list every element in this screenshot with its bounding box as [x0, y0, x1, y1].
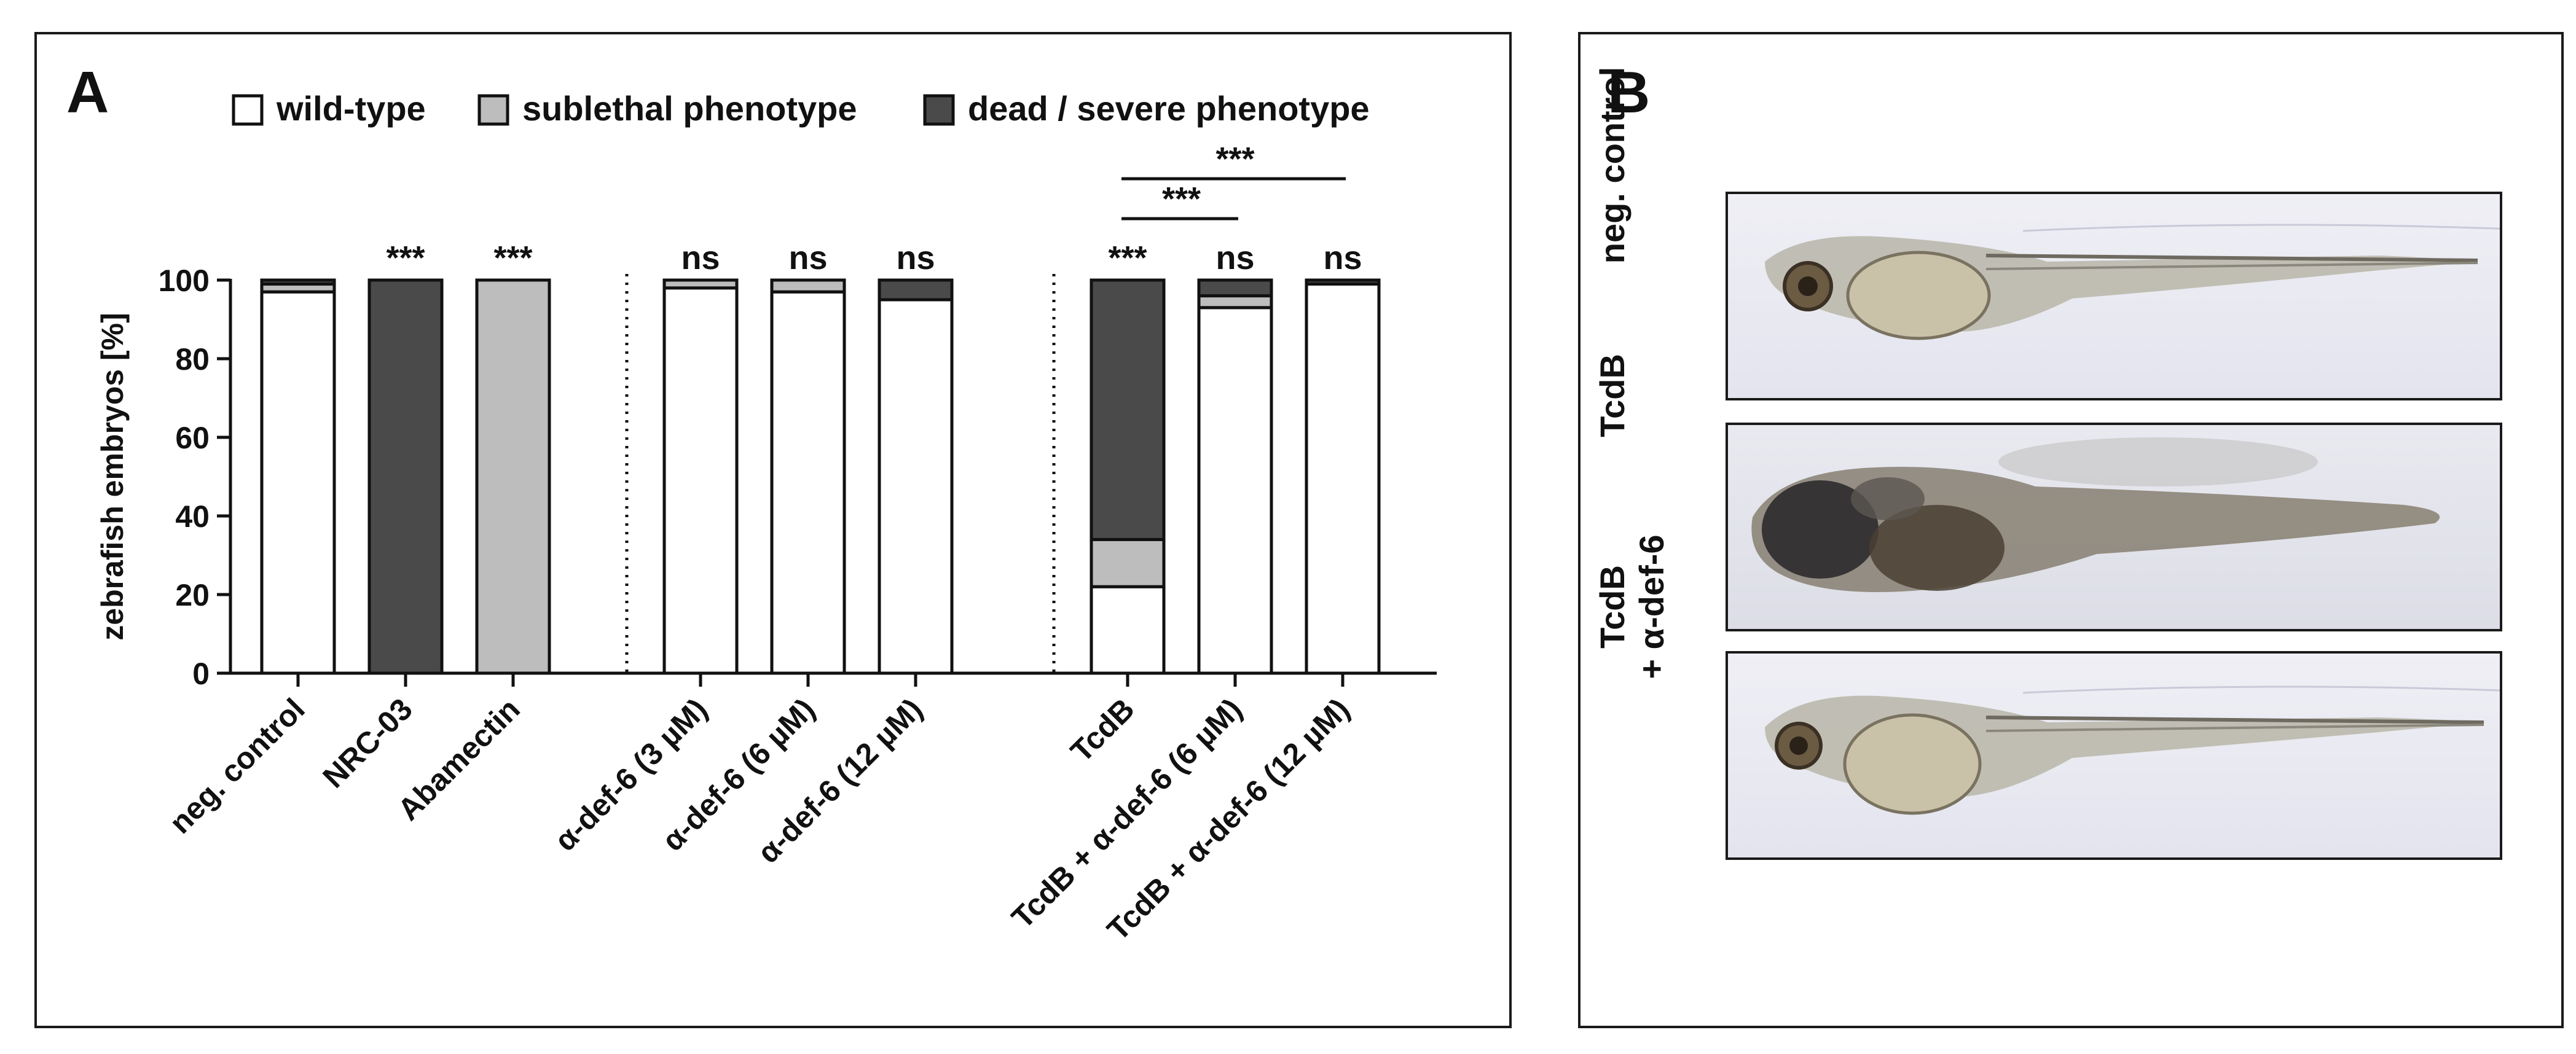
larva-normal-image [1765, 224, 2500, 340]
significance-label: ns [681, 240, 720, 276]
y-tick-label: 40 [175, 499, 210, 534]
photo-tcdb-adef6 [1726, 651, 2502, 860]
bar-segment-wild-type [260, 290, 336, 675]
significance-label: ns [896, 240, 935, 276]
photo-label-tcdb-adef6: TcdB + α-def-6 [1593, 502, 1671, 711]
legend-swatch-sublethal [477, 94, 509, 126]
y-tick-label: 20 [175, 578, 210, 612]
bar-segment-dead-severe-phenotype [367, 278, 444, 675]
bar-segment-wild-type [1305, 282, 1381, 675]
bar-segment-dead-severe-phenotype [878, 278, 954, 302]
bar-segment-wild-type [1090, 585, 1166, 675]
photo-label-tcdb: TcdB [1593, 291, 1632, 500]
y-axis-label: zebrafish embryos [%] [95, 313, 130, 640]
y-tick-label: 60 [175, 421, 210, 455]
bar-segment-wild-type [1197, 306, 1273, 675]
bar-segment-dead-severe-phenotype [1090, 278, 1166, 541]
bar-segment-wild-type [770, 290, 846, 675]
larva-damaged-image [1751, 437, 2440, 592]
photo-neg-control [1726, 192, 2502, 400]
significance-label: ns [1323, 240, 1362, 276]
y-tick-label: 80 [175, 342, 210, 377]
photo-label-line: TcdB [1593, 565, 1632, 649]
bar-segment-dead-severe-phenotype [1305, 278, 1381, 286]
x-tick-label: TcdB [1064, 692, 1141, 768]
panel-a-letter: A [66, 60, 109, 125]
larva-rescued-image [1765, 685, 2500, 815]
bar-segment-wild-type [878, 298, 954, 675]
panel-b-letter: B [1608, 60, 1651, 125]
photo-label-line: TcdB [1593, 354, 1632, 437]
legend-label-dead: dead / severe phenotype [968, 89, 1370, 128]
photo-label-neg-control: neg. control [1593, 61, 1632, 270]
panel-b: B neg. control TcdB TcdB + α-def-6 [1578, 32, 2564, 1028]
y-tick-label: 0 [192, 657, 210, 691]
bracket-label: *** [1215, 141, 1254, 178]
bar-segment-sublethal-phenotype [475, 278, 551, 675]
x-tick-label: NRC-03 [316, 692, 418, 794]
legend-swatch-wild-type [232, 94, 264, 126]
bracket-label: *** [1162, 181, 1201, 217]
bar-segment-dead-severe-phenotype [260, 278, 336, 286]
legend-swatch-dead [923, 94, 955, 126]
photo-tcdb [1726, 423, 2502, 631]
panel-a: A wild-type sublethal phenotype dead / sev… [34, 32, 1512, 1028]
significance-label: *** [493, 240, 532, 276]
bar-segment-wild-type [662, 286, 739, 675]
y-tick-label: 100 [159, 264, 210, 298]
photo-label-line: + α-def-6 [1632, 534, 1671, 679]
x-tick-label: neg. control [163, 692, 312, 840]
legend-label-sublethal: sublethal phenotype [522, 89, 857, 128]
significance-label: *** [1108, 240, 1147, 276]
legend-label-wild-type: wild-type [276, 89, 426, 128]
significance-label: *** [386, 240, 425, 276]
bar-segment-sublethal-phenotype [770, 278, 846, 294]
photo-label-line: neg. control [1593, 66, 1632, 264]
significance-label: ns [1215, 240, 1254, 276]
stacked-bar-chart: wild-type sublethal phenotype dead / sever… [95, 89, 1437, 947]
bar-segment-sublethal-phenotype [1197, 294, 1273, 310]
bar-segment-sublethal-phenotype [662, 278, 739, 290]
bar-segment-sublethal-phenotype [1090, 537, 1166, 588]
bar-segment-dead-severe-phenotype [1197, 278, 1273, 298]
significance-label: ns [788, 240, 827, 276]
